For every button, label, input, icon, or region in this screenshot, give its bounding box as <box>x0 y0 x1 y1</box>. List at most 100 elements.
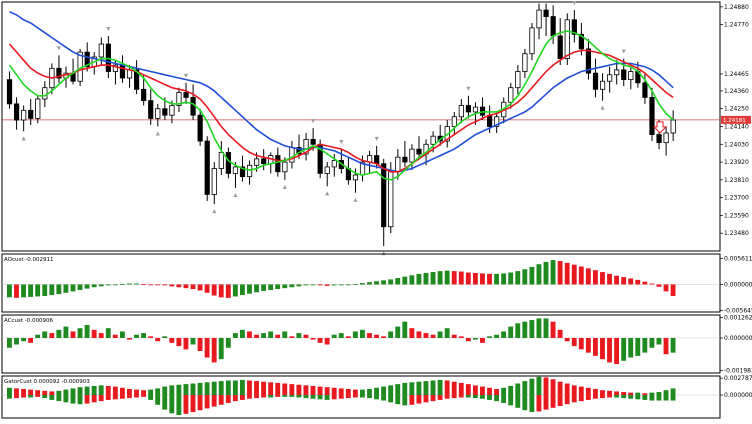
hist-bar-down <box>352 389 358 396</box>
hist-bar-down <box>607 395 612 398</box>
hist-bar-up <box>409 382 415 396</box>
fractal-up-arrow-icon <box>106 26 111 31</box>
hist-bar-down <box>254 334 259 338</box>
hist-bar-up <box>656 337 662 345</box>
hist-bar-up <box>628 395 634 399</box>
fractal-up-arrow-icon <box>311 119 316 124</box>
hist-bar-up <box>494 395 499 402</box>
hist-bar-up <box>550 260 556 285</box>
hist-bar-up <box>134 283 139 285</box>
hist-bar-up <box>381 395 387 401</box>
hist-bar-down <box>98 395 104 402</box>
candle-bear <box>28 109 34 119</box>
fractal-up-arrow-icon <box>56 46 61 51</box>
hist-bar-up <box>91 385 97 396</box>
hist-bar-up <box>282 331 288 338</box>
hist-bar-down <box>621 277 627 285</box>
candle-bear <box>402 156 408 163</box>
hist-bar-up <box>310 284 316 286</box>
hist-bar-up <box>501 331 507 338</box>
hist-bar-down <box>176 337 182 347</box>
hist-bar-down <box>247 395 252 399</box>
hist-bar-down <box>112 334 118 338</box>
hist-bar-up <box>42 284 48 296</box>
hist-bar-down <box>472 385 478 396</box>
hist-bar-up <box>310 395 316 399</box>
candle-bear <box>162 108 168 116</box>
candle-bear <box>56 67 62 79</box>
hist-bar-up <box>635 392 641 396</box>
hist-bar-up <box>430 380 436 396</box>
candle-bull <box>155 108 161 119</box>
hist-bar-up <box>49 395 55 400</box>
hist-bar-up <box>63 326 69 338</box>
hist-bar-up <box>148 389 154 396</box>
hist-bar-down <box>600 337 605 360</box>
hist-bar-down <box>49 333 55 338</box>
y-tick-label: 1.23480 <box>724 230 749 237</box>
hist-bar-up <box>367 388 372 396</box>
hist-bar-up <box>268 331 274 338</box>
candle-bull <box>232 166 239 174</box>
hist-bar-up <box>423 272 429 285</box>
hist-bar-down <box>472 272 478 285</box>
hist-bar-up <box>402 395 408 406</box>
hist-bar-up <box>56 329 62 338</box>
hist-bar-up <box>148 395 154 400</box>
hist-bar-up <box>635 395 641 400</box>
hist-bar-down <box>628 278 634 285</box>
candle-bear <box>642 82 648 98</box>
hist-bar-down <box>656 284 662 287</box>
hist-bar-up <box>218 381 224 396</box>
hist-bar-up <box>56 395 62 402</box>
hist-bar-up <box>522 395 528 411</box>
y-tick-label: 1.23700 <box>724 195 749 202</box>
hist-bar-up <box>663 390 669 396</box>
candle-bear <box>465 105 472 113</box>
hist-bar-down <box>494 388 499 396</box>
hist-bar-up <box>515 323 521 338</box>
fractal-up-arrow-icon <box>572 1 577 6</box>
candle-bear <box>310 139 316 145</box>
hist-bar-down <box>247 380 252 396</box>
candle-bull <box>508 87 514 103</box>
hist-bar-down <box>155 284 161 286</box>
candle-bear <box>84 51 90 68</box>
hist-bar-up <box>536 264 542 285</box>
hist-bar-up <box>352 331 358 338</box>
hist-bar-down <box>162 284 168 286</box>
hist-bar-down <box>21 388 26 396</box>
hist-bar-down <box>211 395 217 407</box>
hist-bar-down <box>564 395 570 405</box>
ma-line-green <box>8 30 674 181</box>
y-tick-label: 1.24140 <box>724 124 749 131</box>
hist-bar-up <box>49 284 55 296</box>
hist-bar-down <box>239 395 245 400</box>
hist-bar-down <box>119 395 125 399</box>
hist-bar-up <box>119 284 125 285</box>
hist-bar-down <box>254 395 259 399</box>
candle-bear <box>13 103 20 121</box>
candle-bull <box>494 116 500 127</box>
y-tick-label: 1.24880 <box>724 4 749 11</box>
hist-bar-down <box>367 333 372 338</box>
y-tick-label: 1.24030 <box>724 141 749 148</box>
hist-bar-up <box>268 284 274 290</box>
hist-bar-up <box>127 283 132 285</box>
hist-bar-up <box>437 271 443 285</box>
candle-bull <box>395 156 401 173</box>
hist-bar-down <box>381 336 387 338</box>
hist-bar-up <box>670 337 676 353</box>
hist-bar-down <box>169 337 175 343</box>
hist-bar-up <box>423 381 429 396</box>
hist-bar-down <box>21 395 26 398</box>
hist-bar-down <box>578 395 584 402</box>
candle-bull <box>522 53 528 72</box>
candle-bull <box>451 116 457 127</box>
hist-bar-down <box>465 337 471 342</box>
hist-bar-down <box>190 284 196 290</box>
hist-bar-down <box>317 337 323 343</box>
hist-bar-down <box>218 395 224 405</box>
hist-bar-up <box>416 273 422 285</box>
hist-bar-down <box>585 387 591 396</box>
